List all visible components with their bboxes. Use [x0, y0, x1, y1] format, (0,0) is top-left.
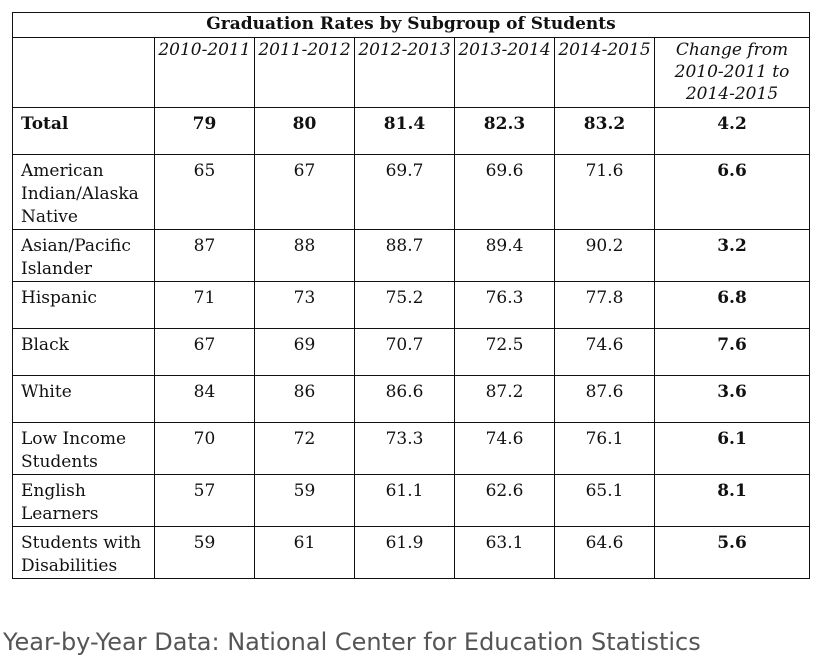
- value-cell: 67: [154, 328, 255, 376]
- value-cell: 82.3: [454, 107, 555, 155]
- title-row: Graduation Rates by Subgroup of Students: [12, 12, 810, 38]
- value-cell: 73: [254, 281, 355, 329]
- change-cell: 6.1: [654, 422, 810, 475]
- table-row: Asian/Pacific Islander 87 88 88.7 89.4 90.2 3.…: [12, 229, 810, 282]
- value-cell: 84: [154, 375, 255, 423]
- row-label: Black: [12, 328, 155, 376]
- row-label: Total: [12, 107, 155, 155]
- value-cell: 81.4: [354, 107, 455, 155]
- table-row: American Indian/Alaska Native 65 67 69.7 69.…: [12, 154, 810, 230]
- row-label: Low Income Students: [12, 422, 155, 475]
- change-cell: 4.2: [654, 107, 810, 155]
- value-cell: 71: [154, 281, 255, 329]
- row-label: Hispanic: [12, 281, 155, 329]
- value-cell: 69.6: [454, 154, 555, 230]
- value-cell: 90.2: [554, 229, 655, 282]
- column-header: 2014-2015: [554, 37, 655, 108]
- value-cell: 87.6: [554, 375, 655, 423]
- value-cell: 61.1: [354, 474, 455, 527]
- change-cell: 6.6: [654, 154, 810, 230]
- value-cell: 72: [254, 422, 355, 475]
- table-row: Low Income Students 70 72 73.3 74.6 76.1 6.1: [12, 422, 810, 475]
- value-cell: 61.9: [354, 526, 455, 579]
- row-label: White: [12, 375, 155, 423]
- value-cell: 74.6: [454, 422, 555, 475]
- value-cell: 70.7: [354, 328, 455, 376]
- value-cell: 72.5: [454, 328, 555, 376]
- value-cell: 59: [254, 474, 355, 527]
- value-cell: 76.1: [554, 422, 655, 475]
- table-row: Total 79 80 81.4 82.3 83.2 4.2: [12, 107, 810, 155]
- table-row: White 84 86 86.6 87.2 87.6 3.6: [12, 375, 810, 423]
- change-cell: 5.6: [654, 526, 810, 579]
- value-cell: 74.6: [554, 328, 655, 376]
- value-cell: 76.3: [454, 281, 555, 329]
- value-cell: 79: [154, 107, 255, 155]
- change-cell: 8.1: [654, 474, 810, 527]
- column-header: 2010-2011: [154, 37, 255, 108]
- row-label: English Learners: [12, 474, 155, 527]
- value-cell: 83.2: [554, 107, 655, 155]
- column-header: 2012-2013: [354, 37, 455, 108]
- table-row: Students with Disabilities 59 61 61.9 63.1 64…: [12, 526, 810, 579]
- row-label: Students with Disabilities: [12, 526, 155, 579]
- value-cell: 64.6: [554, 526, 655, 579]
- value-cell: 88: [254, 229, 355, 282]
- value-cell: 77.8: [554, 281, 655, 329]
- value-cell: 69.7: [354, 154, 455, 230]
- value-cell: 73.3: [354, 422, 455, 475]
- value-cell: 70: [154, 422, 255, 475]
- value-cell: 67: [254, 154, 355, 230]
- table-row: Hispanic 71 73 75.2 76.3 77.8 6.8: [12, 281, 810, 329]
- table-row: English Learners 57 59 61.1 62.6 65.1 8.1: [12, 474, 810, 527]
- change-cell: 6.8: [654, 281, 810, 329]
- row-label: American Indian/Alaska Native: [12, 154, 155, 230]
- value-cell: 63.1: [454, 526, 555, 579]
- value-cell: 75.2: [354, 281, 455, 329]
- change-cell: 3.6: [654, 375, 810, 423]
- table-row: Black 67 69 70.7 72.5 74.6 7.6: [12, 328, 810, 376]
- value-cell: 71.6: [554, 154, 655, 230]
- value-cell: 89.4: [454, 229, 555, 282]
- row-label: Asian/Pacific Islander: [12, 229, 155, 282]
- value-cell: 69: [254, 328, 355, 376]
- change-cell: 7.6: [654, 328, 810, 376]
- graduation-rates-table: Graduation Rates by Subgroup of Students…: [12, 12, 810, 579]
- column-header: 2011-2012: [254, 37, 355, 108]
- value-cell: 87: [154, 229, 255, 282]
- source-caption: Year-by-Year Data: National Center for E…: [3, 628, 701, 656]
- column-header: Change from 2010-2011 to 2014-2015: [654, 37, 810, 108]
- value-cell: 65.1: [554, 474, 655, 527]
- table-title: Graduation Rates by Subgroup of Students: [12, 12, 810, 38]
- value-cell: 57: [154, 474, 255, 527]
- value-cell: 61: [254, 526, 355, 579]
- header-row: 2010-2011 2011-2012 2012-2013 2013-2014 2014…: [12, 37, 810, 108]
- change-cell: 3.2: [654, 229, 810, 282]
- value-cell: 86.6: [354, 375, 455, 423]
- value-cell: 87.2: [454, 375, 555, 423]
- value-cell: 80: [254, 107, 355, 155]
- value-cell: 59: [154, 526, 255, 579]
- column-header: 2013-2014: [454, 37, 555, 108]
- value-cell: 88.7: [354, 229, 455, 282]
- header-blank-cell: [12, 37, 155, 108]
- value-cell: 86: [254, 375, 355, 423]
- value-cell: 62.6: [454, 474, 555, 527]
- value-cell: 65: [154, 154, 255, 230]
